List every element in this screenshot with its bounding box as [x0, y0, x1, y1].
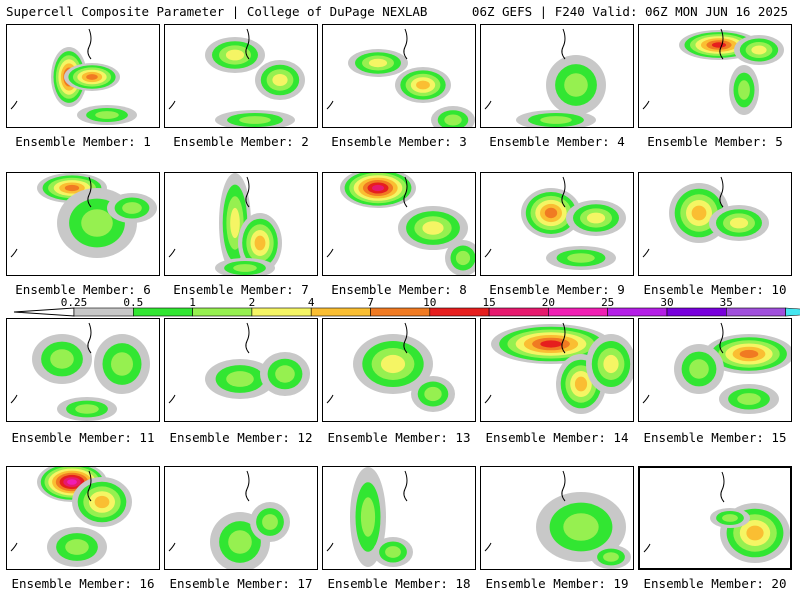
ensemble-member-panel[interactable] — [164, 318, 318, 422]
ensemble-member-panel[interactable] — [638, 24, 792, 128]
ensemble-member-panel[interactable] — [638, 172, 792, 276]
scp-field-map — [10, 173, 157, 258]
scp-field-map — [484, 176, 626, 270]
ensemble-member-label: Ensemble Member: 14 — [485, 430, 629, 445]
ensemble-member-panel[interactable] — [6, 24, 160, 128]
scp-field-map — [484, 322, 633, 414]
ensemble-member-label: Ensemble Member: 20 — [643, 576, 787, 591]
ensemble-member-label: Ensemble Member: 3 — [331, 134, 467, 149]
legend-swatch — [429, 307, 490, 317]
legend-tick-label: 0.25 — [61, 296, 88, 309]
color-legend: 0.25 0.5 1 2 4 7 10 15 20 25 30 35 — [13, 296, 800, 317]
legend-swatch — [488, 307, 549, 317]
legend-tick-label: 1 — [189, 296, 196, 309]
scp-field-map — [326, 322, 455, 412]
legend-lower-arrow — [13, 307, 75, 317]
ensemble-member-label: Ensemble Member: 7 — [173, 282, 309, 297]
legend-tick-label: 10 — [423, 296, 436, 309]
legend-swatch — [607, 307, 668, 317]
ensemble-member-label: Ensemble Member: 13 — [327, 430, 471, 445]
scp-field-map — [326, 173, 475, 275]
scp-field-map — [484, 28, 606, 127]
scp-field-map — [168, 28, 305, 127]
scp-field-map — [642, 28, 784, 115]
ensemble-member-label: Ensemble Member: 19 — [485, 576, 629, 591]
scp-field-map — [326, 28, 475, 127]
legend-tick-label: 25 — [601, 296, 614, 309]
ensemble-member-label: Ensemble Member: 15 — [643, 430, 787, 445]
ensemble-member-label: Ensemble Member: 10 — [643, 282, 787, 297]
ensemble-member-panel[interactable] — [6, 466, 160, 570]
ensemble-member-label: Ensemble Member: 16 — [11, 576, 155, 591]
scp-field-map — [168, 470, 290, 569]
ensemble-member-panel[interactable] — [322, 24, 476, 128]
legend-swatch — [548, 307, 609, 317]
ensemble-member-panel[interactable] — [638, 318, 792, 422]
legend-tick-label: 2 — [249, 296, 256, 309]
legend-swatch — [192, 307, 253, 317]
scp-field-map — [10, 467, 132, 567]
legend-tick-label: 20 — [542, 296, 555, 309]
scp-field-map — [643, 471, 790, 563]
ensemble-member-label: Ensemble Member: 18 — [327, 576, 471, 591]
ensemble-member-panel[interactable] — [164, 466, 318, 570]
scp-field-map — [642, 176, 769, 258]
legend-tick-label: 4 — [308, 296, 315, 309]
ensemble-member-label: Ensemble Member: 2 — [173, 134, 309, 149]
legend-swatch — [310, 307, 371, 317]
legend-tick-label: 35 — [720, 296, 733, 309]
ensemble-member-panel[interactable] — [480, 172, 634, 276]
ensemble-member-panel[interactable] — [322, 466, 476, 570]
scp-field-map — [326, 467, 413, 567]
scp-field-map — [484, 470, 631, 569]
ensemble-member-panel[interactable] — [480, 466, 634, 570]
ensemble-member-panel[interactable] — [480, 24, 634, 128]
legend-swatch — [73, 307, 134, 317]
valid-time: 06Z GEFS | F240 Valid: 06Z MON JUN 16 20… — [471, 4, 788, 19]
ensemble-member-label: Ensemble Member: 17 — [169, 576, 313, 591]
scp-field-map — [168, 322, 310, 404]
ensemble-member-panel[interactable] — [6, 318, 160, 422]
ensemble-member-label: Ensemble Member: 8 — [331, 282, 467, 297]
ensemble-member-panel[interactable] — [480, 318, 634, 422]
ensemble-member-label: Ensemble Member: 4 — [489, 134, 625, 149]
legend-swatch — [785, 307, 800, 317]
ensemble-member-label: Ensemble Member: 11 — [11, 430, 155, 445]
legend-swatch — [666, 307, 727, 317]
ensemble-member-panel[interactable] — [164, 24, 318, 128]
legend-tick-label: 7 — [367, 296, 374, 309]
ensemble-member-label: Ensemble Member: 9 — [489, 282, 625, 297]
legend-tick-label: 15 — [482, 296, 495, 309]
legend-swatch — [370, 307, 431, 317]
ensemble-member-panel[interactable] — [322, 318, 476, 422]
scp-field-map — [168, 173, 282, 275]
ensemble-member-label: Ensemble Member: 6 — [15, 282, 151, 297]
ensemble-member-label: Ensemble Member: 5 — [647, 134, 783, 149]
legend-tick-label: 30 — [660, 296, 673, 309]
ensemble-member-panel[interactable] — [164, 172, 318, 276]
scp-field-map — [10, 322, 150, 421]
ensemble-member-panel[interactable] — [322, 172, 476, 276]
legend-tick-label: 0.5 — [123, 296, 143, 309]
legend-swatch — [133, 307, 193, 317]
ensemble-member-panel[interactable] — [6, 172, 160, 276]
map-title: Supercell Composite Parameter | College … — [6, 4, 428, 19]
scp-field-map — [642, 322, 791, 414]
scp-field-map — [10, 28, 137, 125]
ensemble-member-label: Ensemble Member: 12 — [169, 430, 313, 445]
legend-swatch — [251, 307, 312, 317]
legend-swatch — [725, 307, 786, 317]
ensemble-member-panel[interactable] — [638, 466, 792, 570]
ensemble-member-label: Ensemble Member: 1 — [15, 134, 151, 149]
